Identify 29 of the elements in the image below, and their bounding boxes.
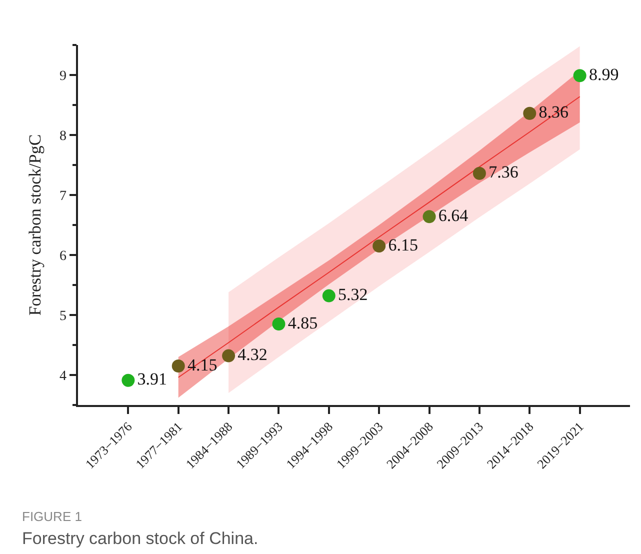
point [172, 360, 185, 372]
data-label: 8.36 [538, 102, 569, 122]
data-label: 4.32 [238, 345, 268, 364]
data-label: 4.15 [187, 355, 218, 374]
point [422, 210, 436, 224]
data-label: 3.91 [137, 370, 168, 389]
y-tick-label: 6 [59, 248, 66, 264]
y-tick-label: 8 [59, 128, 66, 144]
text: Forestry carbon stock of China. [22, 529, 258, 548]
data-label: 8.99 [588, 64, 619, 84]
caption: FIGURE 1 [22, 509, 82, 524]
y-tick-label: 7 [59, 188, 66, 204]
y-tick-label: 5 [59, 308, 66, 324]
point [122, 374, 135, 387]
y-tick-label: 4 [59, 368, 66, 384]
point [573, 69, 586, 82]
data-label: 6.15 [388, 235, 418, 254]
data-label: 7.36 [488, 162, 518, 182]
point [272, 318, 286, 330]
point [372, 240, 386, 252]
data-label: 4.85 [288, 313, 318, 332]
data-label: 6.64 [438, 206, 469, 225]
y-tick-label: 9 [59, 68, 66, 84]
point [472, 166, 486, 180]
point [523, 106, 536, 120]
data-label: 5.32 [338, 285, 368, 304]
y-axis-title: Forestry carbon stock/PgC [26, 134, 44, 316]
point [222, 349, 236, 362]
point [322, 289, 336, 302]
